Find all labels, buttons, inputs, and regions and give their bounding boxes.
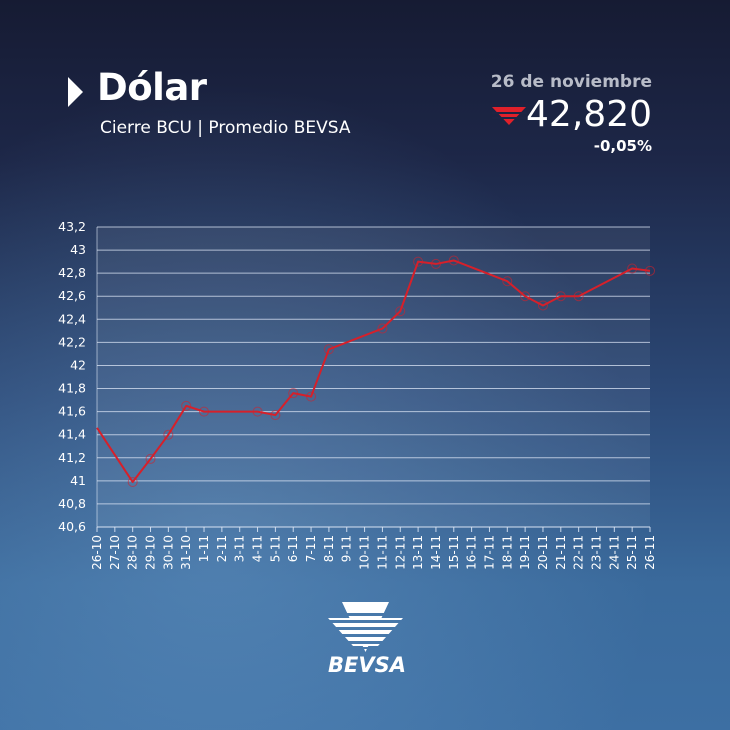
page-title: Dólar bbox=[97, 66, 207, 109]
y-tick-label: 43 bbox=[70, 242, 86, 257]
y-tick-label: 43,2 bbox=[58, 219, 86, 234]
x-tick-label: 4-11 bbox=[251, 535, 265, 562]
data-point bbox=[502, 276, 513, 287]
x-tick-label: 26-10 bbox=[90, 535, 104, 570]
x-tick-label: 8-11 bbox=[322, 535, 336, 562]
data-point bbox=[270, 410, 281, 421]
x-tick-label: 25-11 bbox=[625, 535, 639, 570]
x-tick-label: 23-11 bbox=[589, 535, 603, 570]
y-tick-label: 41,4 bbox=[58, 427, 86, 442]
change-percent: -0,05% bbox=[593, 137, 652, 155]
data-point bbox=[555, 291, 566, 302]
bevsa-logo-icon bbox=[328, 602, 403, 652]
x-tick-label: 11-11 bbox=[375, 535, 389, 570]
y-tick-label: 42,4 bbox=[58, 311, 86, 326]
x-tick-label: 6-11 bbox=[286, 535, 300, 562]
data-point bbox=[520, 291, 531, 302]
data-point bbox=[252, 406, 263, 417]
x-tick-label: 12-11 bbox=[393, 535, 407, 570]
data-point bbox=[395, 306, 406, 317]
x-tick-label: 26-11 bbox=[643, 535, 657, 570]
x-tick-label: 31-10 bbox=[179, 535, 193, 570]
x-tick-label: 14-11 bbox=[429, 535, 443, 570]
x-tick-label: 17-11 bbox=[482, 535, 496, 570]
x-tick-label: 20-11 bbox=[536, 535, 550, 570]
data-point bbox=[306, 391, 317, 402]
data-point bbox=[645, 265, 655, 276]
x-tick-label: 22-11 bbox=[572, 535, 586, 570]
y-tick-label: 41,8 bbox=[58, 381, 86, 396]
data-point bbox=[323, 344, 334, 355]
date-label: 26 de noviembre bbox=[490, 72, 652, 92]
price-row: 42,820 bbox=[491, 94, 652, 135]
header-right: 26 de noviembre 42,820 -0,05% bbox=[491, 72, 652, 155]
page-subtitle: Cierre BCU | Promedio BEVSA bbox=[100, 118, 351, 138]
data-point bbox=[127, 477, 138, 487]
x-tick-label: 16-11 bbox=[465, 535, 479, 570]
y-tick-label: 41,2 bbox=[58, 450, 86, 465]
logo-text: BEVSA bbox=[328, 653, 406, 677]
y-tick-label: 40,8 bbox=[58, 496, 86, 511]
y-tick-label: 41 bbox=[70, 473, 86, 488]
data-point bbox=[627, 263, 638, 274]
data-point bbox=[288, 388, 299, 399]
data-point bbox=[145, 453, 156, 464]
x-tick-label: 10-11 bbox=[358, 535, 372, 570]
data-point bbox=[199, 406, 210, 417]
y-tick-label: 41,6 bbox=[58, 404, 86, 419]
y-tick-label: 42,8 bbox=[58, 265, 86, 280]
x-tick-label: 19-11 bbox=[518, 535, 532, 570]
x-tick-label: 30-10 bbox=[161, 535, 175, 570]
x-tick-label: 2-11 bbox=[215, 535, 229, 562]
plot-area bbox=[97, 227, 650, 527]
x-tick-label: 7-11 bbox=[304, 535, 318, 562]
x-tick-label: 21-11 bbox=[554, 535, 568, 570]
y-tick-label: 42,2 bbox=[58, 334, 86, 349]
x-tick-label: 5-11 bbox=[268, 535, 282, 562]
data-point bbox=[181, 400, 192, 411]
x-tick-label: 3-11 bbox=[233, 535, 247, 562]
x-tick-label: 28-10 bbox=[126, 535, 140, 570]
play-arrow-icon bbox=[68, 77, 83, 107]
data-point bbox=[430, 258, 441, 269]
y-tick-label: 42,6 bbox=[58, 288, 86, 303]
x-tick-label: 1-11 bbox=[197, 535, 211, 562]
series-line bbox=[96, 259, 651, 483]
price-value: 42,820 bbox=[526, 94, 652, 135]
data-point bbox=[448, 255, 459, 266]
x-tick-label: 29-10 bbox=[144, 535, 158, 570]
data-point bbox=[573, 291, 584, 302]
data-point bbox=[377, 323, 388, 334]
x-tick-label: 27-10 bbox=[108, 535, 122, 570]
x-tick-label: 9-11 bbox=[340, 535, 354, 562]
data-point bbox=[163, 429, 174, 440]
x-tick-label: 15-11 bbox=[447, 535, 461, 570]
data-point bbox=[413, 256, 424, 267]
y-tick-label: 40,6 bbox=[58, 519, 86, 534]
x-tick-label: 24-11 bbox=[607, 535, 621, 570]
y-tick-label: 42 bbox=[70, 357, 86, 372]
x-tick-label: 18-11 bbox=[500, 535, 514, 570]
data-point bbox=[537, 300, 548, 311]
down-triangle-icon bbox=[492, 106, 527, 125]
x-tick-label: 13-11 bbox=[411, 535, 425, 570]
